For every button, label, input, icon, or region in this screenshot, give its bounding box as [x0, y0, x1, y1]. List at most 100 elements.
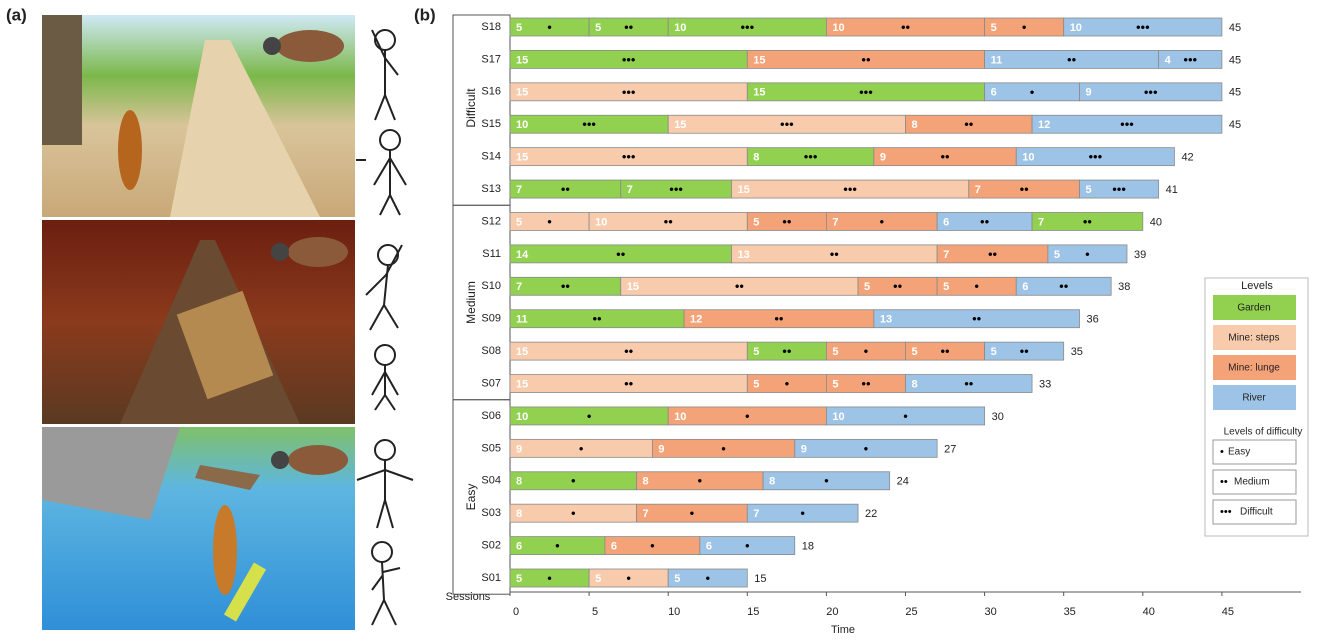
y-tick-label: S16: [481, 86, 501, 98]
segment-label: 15: [516, 152, 528, 164]
y-tick-label: S01: [481, 572, 501, 584]
difficulty-dots: ••: [624, 376, 634, 391]
group-bracket: [452, 204, 511, 401]
segment-label: 8: [769, 476, 775, 488]
total-label: 39: [1134, 249, 1146, 261]
group-bracket: [452, 14, 511, 206]
difficulty-dots: •••: [843, 181, 857, 196]
difficulty-dots: •: [1022, 19, 1027, 34]
x-tick-label: 15: [747, 606, 759, 618]
bar-segment: [1158, 50, 1223, 69]
segment-label: 5: [912, 346, 918, 358]
difficulty-dots: ••: [624, 19, 634, 34]
difficulty-dots: ••: [782, 214, 792, 229]
legend-swatch: [1213, 295, 1296, 320]
segment-label: 10: [1022, 152, 1034, 164]
difficulty-dots: •: [698, 473, 703, 488]
segment-label: 7: [516, 281, 522, 293]
legend-box: [1212, 499, 1297, 525]
segment-label: 10: [595, 216, 607, 228]
segment-label: 7: [516, 184, 522, 196]
segment-label: 5: [991, 346, 997, 358]
y-tick-label: S02: [481, 539, 501, 551]
difficulty-dots: •: [864, 344, 869, 359]
y-tick-label: S10: [481, 280, 501, 292]
difficulty-dots: •••: [622, 52, 636, 67]
bar-segment: [1015, 276, 1112, 296]
difficulty-dots: •: [864, 441, 869, 456]
difficulty-dots: •••: [804, 149, 818, 164]
x-tick-label: 5: [592, 606, 598, 618]
difficulty-dots: •••: [622, 149, 636, 164]
segment-label: 5: [595, 22, 601, 34]
segment-label: 15: [753, 87, 765, 99]
difficulty-dots: •••: [740, 19, 754, 34]
legend-marker: •••: [1220, 506, 1232, 518]
segment-label: 9: [801, 443, 807, 455]
legend-title: Levels of difficulty: [1224, 427, 1303, 438]
difficulty-dots: •: [571, 506, 576, 521]
segment-label: 14: [516, 249, 529, 261]
segment-label: 8: [516, 508, 522, 520]
segment-label: 15: [753, 54, 765, 66]
difficulty-dots: ••: [561, 181, 571, 196]
legend-marker: •: [1220, 446, 1224, 458]
y-tick-label: S12: [481, 215, 501, 227]
difficulty-dots: •: [547, 19, 552, 34]
segment-label: 9: [658, 443, 664, 455]
difficulty-dots: •••: [1112, 181, 1126, 196]
segment-label: 10: [832, 411, 844, 423]
bar-segment: [746, 503, 859, 523]
difficulty-dots: ••: [861, 52, 871, 67]
difficulty-dots: ••: [774, 311, 784, 326]
legend: Levels Levels of difficulty Garden Mine: …: [1204, 277, 1309, 537]
bar-segment: [1031, 212, 1144, 231]
legend-label: Medium: [1234, 477, 1270, 488]
segment-label: 7: [1038, 216, 1044, 228]
segment-label: 15: [516, 87, 528, 99]
segment-label: 10: [1070, 22, 1082, 34]
segment-label: 10: [516, 411, 528, 423]
bar-segment: [1047, 244, 1128, 264]
segment-label: 7: [943, 249, 949, 261]
segment-label: 5: [674, 573, 680, 585]
segment-label: 6: [991, 87, 997, 99]
difficulty-dots: •••: [859, 84, 873, 99]
legend-label: River: [1242, 393, 1266, 404]
total-label: 30: [992, 411, 1004, 423]
segment-label: 13: [880, 314, 892, 326]
y-tick-label: S17: [481, 53, 501, 65]
segment-label: 12: [1038, 119, 1050, 131]
difficulty-dots: •••: [1136, 19, 1150, 34]
y-tick-label: S05: [481, 442, 501, 454]
total-label: 45: [1229, 119, 1241, 131]
difficulty-dots: ••: [1020, 344, 1030, 359]
difficulty-dots: •: [785, 376, 790, 391]
difficulty-dots: •: [650, 538, 655, 553]
segment-label: 6: [706, 540, 712, 552]
segment-label: 7: [643, 508, 649, 520]
total-label: 41: [1166, 184, 1178, 196]
segment-label: 15: [674, 119, 686, 131]
bar-segment: [1063, 17, 1223, 37]
legend-label: Easy: [1228, 447, 1250, 458]
segment-label: 5: [832, 378, 838, 390]
difficulty-dots: ••: [735, 279, 745, 294]
difficulty-dots: ••: [972, 311, 982, 326]
legend-label: Mine: lunge: [1228, 363, 1280, 374]
difficulty-dots: ••: [624, 344, 634, 359]
y-tick-label: S18: [481, 21, 501, 33]
segment-label: 6: [611, 540, 617, 552]
legend-box: [1212, 439, 1297, 465]
y-tick-label: S03: [481, 507, 501, 519]
legend-swatch: [1213, 385, 1296, 410]
segment-label: 5: [516, 22, 522, 34]
y-tick-label: S11: [482, 248, 501, 260]
bar-segment: [984, 341, 1065, 361]
segment-label: 15: [516, 378, 528, 390]
segment-label: 11: [516, 314, 528, 326]
segment-label: 5: [1086, 184, 1092, 196]
segment-label: 5: [864, 281, 870, 293]
difficulty-dots: •: [824, 473, 829, 488]
